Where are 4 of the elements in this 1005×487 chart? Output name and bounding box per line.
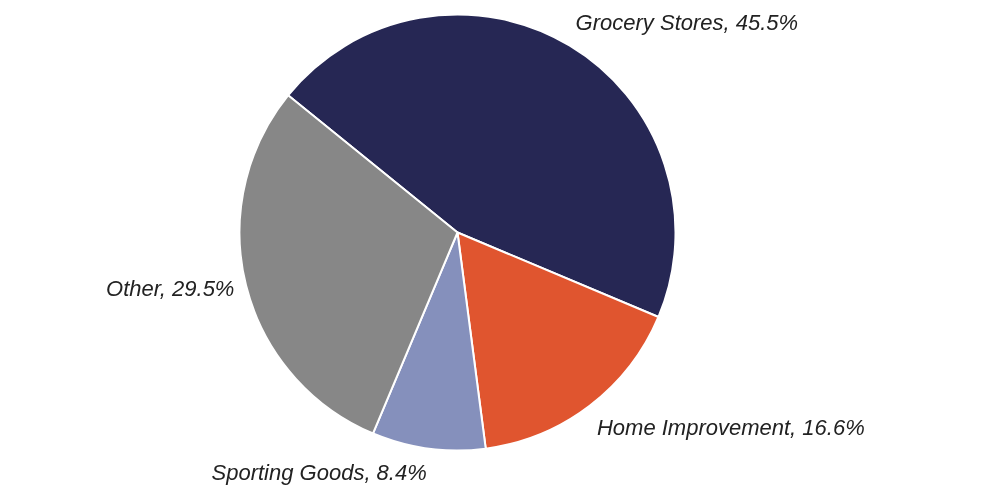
- slice-label: Home Improvement, 16.6%: [596, 415, 865, 441]
- slice-label: Sporting Goods, 8.4%: [211, 460, 427, 486]
- slice-label: Other, 29.5%: [106, 276, 235, 302]
- slice-label: Grocery Stores, 45.5%: [575, 10, 799, 36]
